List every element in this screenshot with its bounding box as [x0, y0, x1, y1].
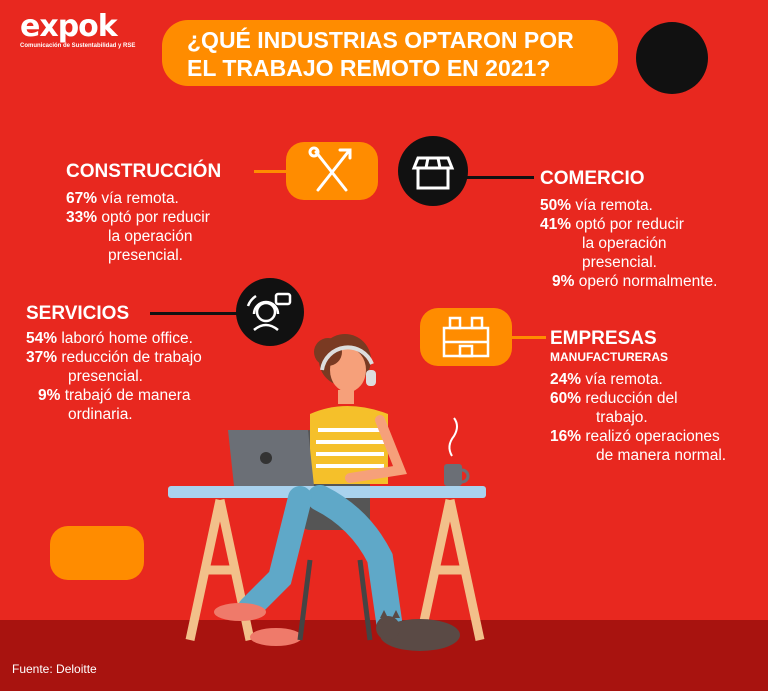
heading-servicios: SERVICIOS	[26, 303, 130, 324]
stat-pct: 67%	[66, 190, 98, 207]
factory-icon	[420, 308, 512, 366]
stat-continuation: la operación	[108, 228, 193, 245]
stat-row: 9% trabajó de manera	[26, 386, 202, 405]
jeans	[307, 485, 403, 641]
stat-pct: 37%	[26, 349, 58, 366]
logo-brand: expok	[20, 9, 118, 44]
stat-row: 9% operó normalmente.	[540, 272, 717, 291]
store-icon	[398, 136, 468, 206]
stat-row: 33% optó por reducir	[66, 208, 221, 227]
connector-line	[510, 336, 546, 339]
stat-row: 41% optó por reducir	[540, 215, 717, 234]
stat-continuation: presencial.	[68, 368, 143, 385]
stat-continuation: de manera normal.	[596, 447, 727, 464]
decorative-pill	[50, 526, 144, 580]
stat-pct: 9%	[552, 273, 575, 290]
stat-continuation: ordinaria.	[68, 406, 133, 423]
stat-continuation: trabajo.	[596, 409, 648, 426]
stat-text: trabajó de manera	[60, 387, 191, 404]
page-title: ¿QUÉ INDUSTRIAS OPTARON POR EL TRABAJO R…	[162, 20, 618, 86]
stat-row: 54% laboró home office.	[26, 329, 202, 348]
stat-pct: 24%	[550, 371, 582, 388]
subheading-manufactureras: MANUFACTURERAS	[550, 350, 668, 364]
stat-pct: 60%	[550, 390, 582, 407]
stat-pct: 54%	[26, 330, 58, 347]
brand-logo: expok Comunicación de Sustentabilidad y …	[20, 9, 136, 50]
section-construccion: CONSTRUCCIÓN 67% vía remota. 33% optó po…	[66, 161, 221, 265]
stat-row: 50% vía remota.	[540, 196, 717, 215]
source-note: Fuente: Deloitte	[12, 662, 97, 676]
stat-row: 24% vía remota.	[550, 370, 726, 389]
stat-pct: 16%	[550, 428, 582, 445]
slipper	[250, 628, 302, 646]
section-manufactureras: EMPRESAS MANUFACTURERAS 24% vía remota. …	[550, 328, 726, 465]
stat-continuation: presencial.	[108, 247, 183, 264]
heading-construccion: CONSTRUCCIÓN	[66, 161, 222, 182]
stat-text: realizó operaciones	[581, 428, 720, 445]
decorative-circle	[636, 22, 708, 94]
headphones	[320, 345, 374, 371]
stat-row: 67% vía remota.	[66, 189, 221, 208]
heading-empresas: EMPRESAS	[550, 328, 657, 349]
remote-worker-illustration	[168, 334, 486, 651]
stat-text: vía remota.	[571, 197, 653, 214]
title-line-2: EL TRABAJO REMOTO EN 2021?	[187, 55, 551, 81]
stat-row: 16% realizó operaciones	[550, 427, 726, 446]
slipper	[214, 603, 266, 621]
stat-pct: 9%	[38, 387, 61, 404]
stat-text: vía remota.	[581, 371, 663, 388]
heading-comercio: COMERCIO	[540, 168, 645, 189]
stat-text: operó normalmente.	[574, 273, 718, 290]
section-comercio: COMERCIO 50% vía remota. 41% optó por re…	[540, 168, 717, 291]
stat-pct: 33%	[66, 209, 98, 226]
connector-line	[466, 176, 534, 179]
section-servicios: SERVICIOS 54% laboró home office. 37% re…	[26, 303, 202, 424]
stat-row: 60% reducción del	[550, 389, 726, 408]
stat-row: 37% reducción de trabajo	[26, 348, 202, 367]
connector-line	[150, 312, 240, 315]
stat-continuation: la operación	[582, 235, 667, 252]
stat-text: optó por reducir	[97, 209, 210, 226]
stat-continuation: presencial.	[582, 254, 657, 271]
cat	[380, 619, 460, 651]
logo-tagline: Comunicación de Sustentabilidad y RSE	[20, 43, 136, 49]
stat-text: reducción de trabajo	[57, 349, 202, 366]
title-line-1: ¿QUÉ INDUSTRIAS OPTARON POR	[187, 27, 574, 53]
stat-text: vía remota.	[97, 190, 179, 207]
stat-pct: 50%	[540, 197, 572, 214]
desk-legs	[185, 499, 485, 641]
coffee-cup	[444, 464, 462, 486]
stat-text: reducción del	[581, 390, 678, 407]
stat-text: laboró home office.	[57, 330, 193, 347]
headset-support-icon	[236, 278, 304, 346]
connector-line	[254, 170, 290, 173]
stat-pct: 41%	[540, 216, 572, 233]
stat-text: optó por reducir	[571, 216, 684, 233]
tools-icon	[286, 142, 378, 200]
